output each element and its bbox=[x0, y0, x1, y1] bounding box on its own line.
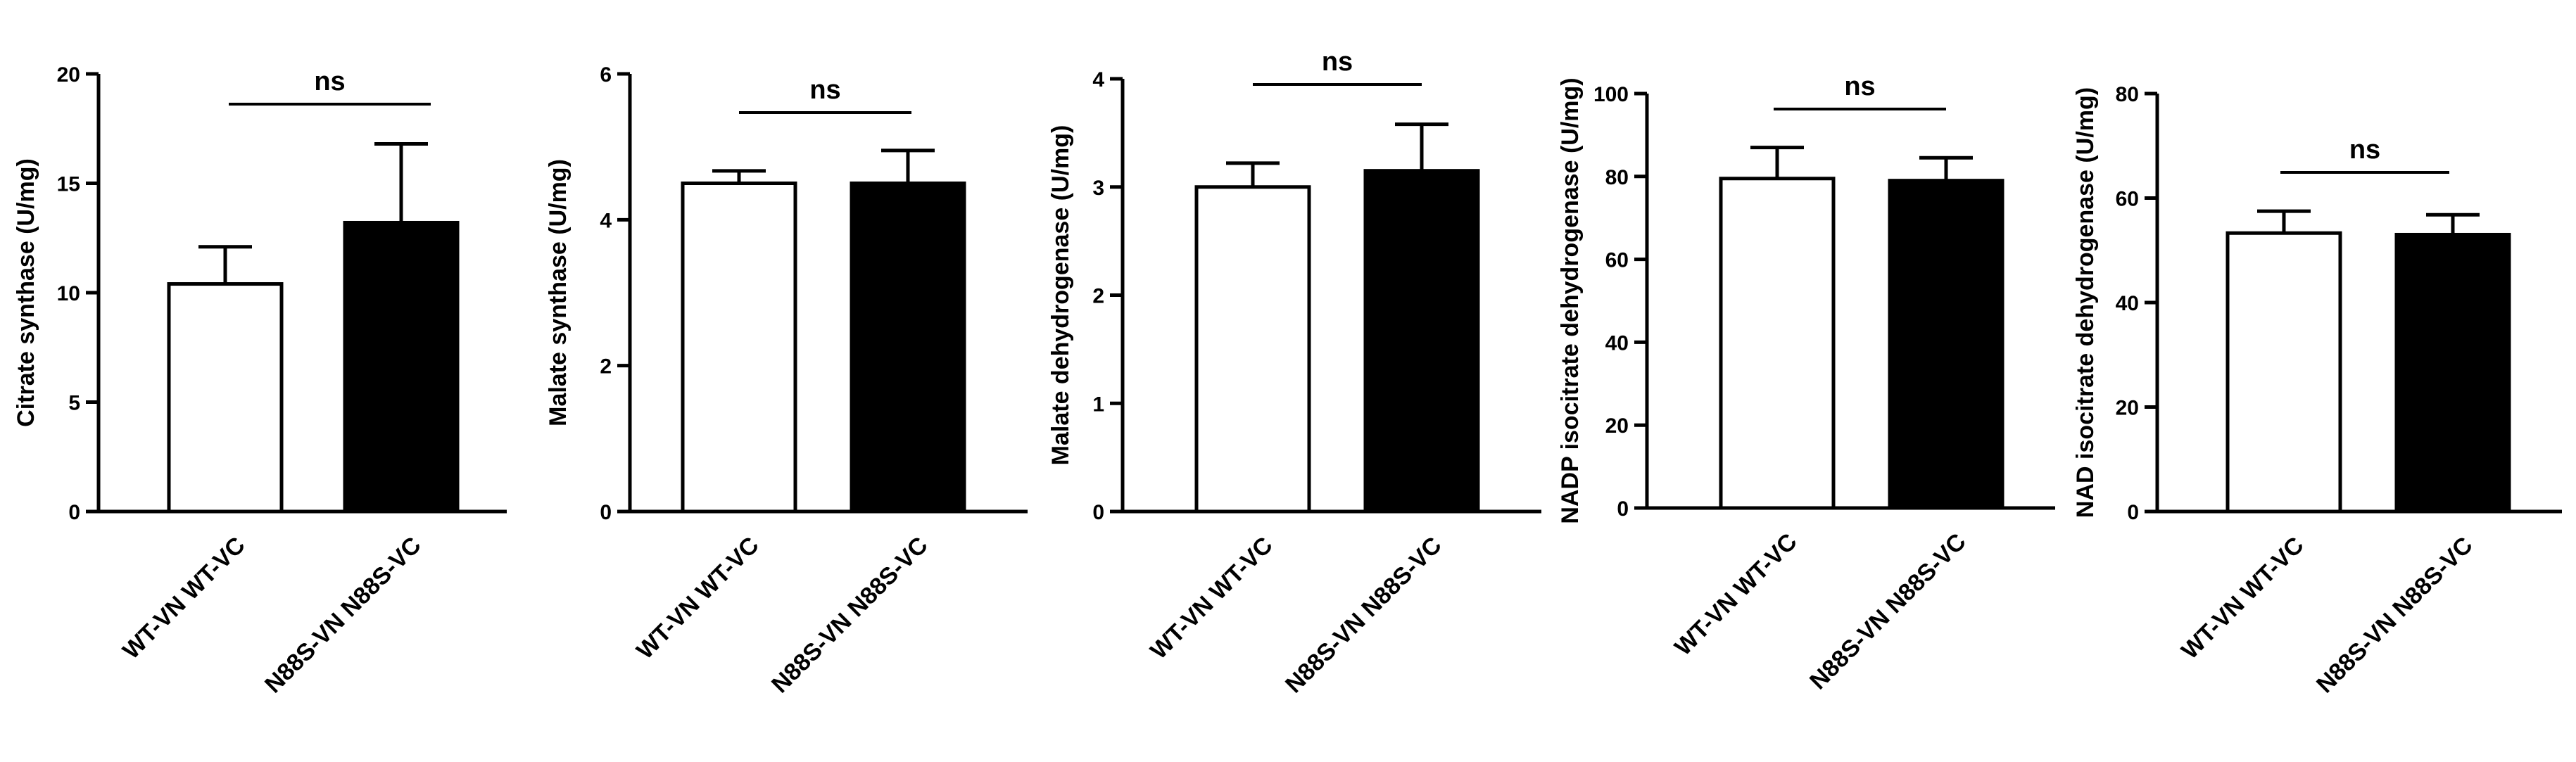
chart-malate-dehydrogenase: 0 1 2 3 4 Malate dehydrogenase (U/mg) WT-VN WT… bbox=[1047, 47, 1541, 699]
y-axis-label: Citrate synthase (U/mg) bbox=[13, 158, 39, 427]
y-tick-label: 0 bbox=[1617, 497, 1629, 521]
significance-label: ns bbox=[1844, 72, 1875, 101]
y-tick-label: 1 bbox=[1092, 393, 1104, 416]
significance-label: ns bbox=[809, 75, 840, 105]
y-axis-label: Malate synthase (U/mg) bbox=[545, 159, 572, 426]
y-tick-label: 20 bbox=[1605, 414, 1629, 438]
y-tick-label: 40 bbox=[1605, 331, 1629, 355]
y-tick-label: 0 bbox=[600, 501, 612, 524]
y-axis-label: Malate dehydrogenase (U/mg) bbox=[1047, 125, 1074, 466]
y-tick-label: 0 bbox=[1092, 501, 1104, 524]
bar-n88s bbox=[343, 220, 460, 514]
y-tick-label: 5 bbox=[68, 392, 80, 415]
significance-label: ns bbox=[314, 67, 345, 96]
x-category-label: WT-VN WT-VC bbox=[1145, 532, 1277, 664]
y-tick-label: 2 bbox=[600, 355, 612, 379]
y-tick-label: 15 bbox=[57, 173, 80, 196]
y-axis-label: NAD isocitrate dehydrogenase (U/mg) bbox=[2072, 87, 2099, 518]
bar-wt bbox=[1719, 177, 1836, 510]
x-category-label: N88S-VN N88S-VC bbox=[1805, 528, 1971, 695]
x-category-label: N88S-VN N88S-VC bbox=[766, 532, 933, 699]
bar-n88s bbox=[850, 182, 966, 514]
x-category-label: WT-VN WT-VC bbox=[118, 532, 250, 664]
x-category-label: N88S-VN N88S-VC bbox=[2311, 532, 2478, 699]
y-tick-label: 0 bbox=[2127, 501, 2139, 524]
bar-n88s bbox=[1888, 179, 2004, 510]
y-tick-label: 2 bbox=[1092, 285, 1104, 308]
y-tick-label: 60 bbox=[1605, 249, 1629, 272]
chart-nad-isocitrate-dehydrogenase: 0 20 40 60 80 NAD isocitrate dehydrogenase (U… bbox=[2072, 83, 2562, 699]
bar-wt bbox=[681, 182, 797, 514]
bar-wt bbox=[1194, 185, 1311, 514]
y-tick-label: 60 bbox=[2116, 188, 2139, 211]
y-tick-label: 0 bbox=[68, 501, 80, 524]
y-tick-label: 100 bbox=[1593, 83, 1629, 106]
significance-label: ns bbox=[1322, 47, 1353, 77]
chart-panel-nad-isocitrate-dehydrogenase: 0 20 40 60 80 NAD isocitrate dehydrogenase (U… bbox=[2069, 0, 2576, 762]
significance-label: ns bbox=[2349, 135, 2380, 165]
y-tick-label: 4 bbox=[1092, 68, 1104, 91]
chart-panel-citrate-synthase: 0 5 10 15 20 Citrate synthase (U/mg) WT-VN WT-… bbox=[0, 0, 521, 762]
x-category-label: WT-VN WT-VC bbox=[631, 532, 764, 664]
x-category-label: N88S-VN N88S-VC bbox=[260, 532, 427, 699]
x-category-label: WT-VN WT-VC bbox=[2176, 532, 2309, 664]
y-tick-label: 4 bbox=[600, 209, 612, 232]
bar-n88s bbox=[2394, 232, 2511, 514]
y-tick-label: 80 bbox=[2116, 83, 2139, 106]
y-tick-label: 80 bbox=[1605, 166, 1629, 189]
x-category-label: N88S-VN N88S-VC bbox=[1280, 532, 1447, 699]
chart-nadp-isocitrate-dehydrogenase: 0 20 40 60 80 100 NADP isocitrate dehydrogenas… bbox=[1557, 72, 2055, 695]
y-tick-label: 6 bbox=[600, 63, 612, 87]
bar-wt bbox=[167, 282, 284, 514]
y-axis-label: NADP isocitrate dehydrogenase (U/mg) bbox=[1557, 77, 1584, 523]
chart-panel-malate-synthase: 0 2 4 6 Malate synthase (U/mg) WT-VN WT-VC N88… bbox=[521, 0, 1042, 762]
chart-citrate-synthase: 0 5 10 15 20 Citrate synthase (U/mg) WT-VN WT-… bbox=[13, 63, 507, 699]
y-tick-label: 20 bbox=[57, 63, 80, 87]
x-category-label: WT-VN WT-VC bbox=[1669, 528, 1802, 661]
y-tick-label: 40 bbox=[2116, 292, 2139, 315]
y-tick-label: 20 bbox=[2116, 397, 2139, 420]
bar-wt bbox=[2225, 231, 2342, 514]
chart-malate-synthase: 0 2 4 6 Malate synthase (U/mg) WT-VN WT-VC N88… bbox=[545, 63, 1028, 699]
bar-n88s bbox=[1363, 169, 1480, 514]
chart-panel-nadp-isocitrate-dehydrogenase: 0 20 40 60 80 100 NADP isocitrate dehydrogenas… bbox=[1555, 0, 2069, 762]
chart-panel-malate-dehydrogenase: 0 1 2 3 4 Malate dehydrogenase (U/mg) WT-VN WT… bbox=[1042, 0, 1555, 762]
y-tick-label: 3 bbox=[1092, 177, 1104, 200]
y-tick-label: 10 bbox=[57, 282, 80, 305]
